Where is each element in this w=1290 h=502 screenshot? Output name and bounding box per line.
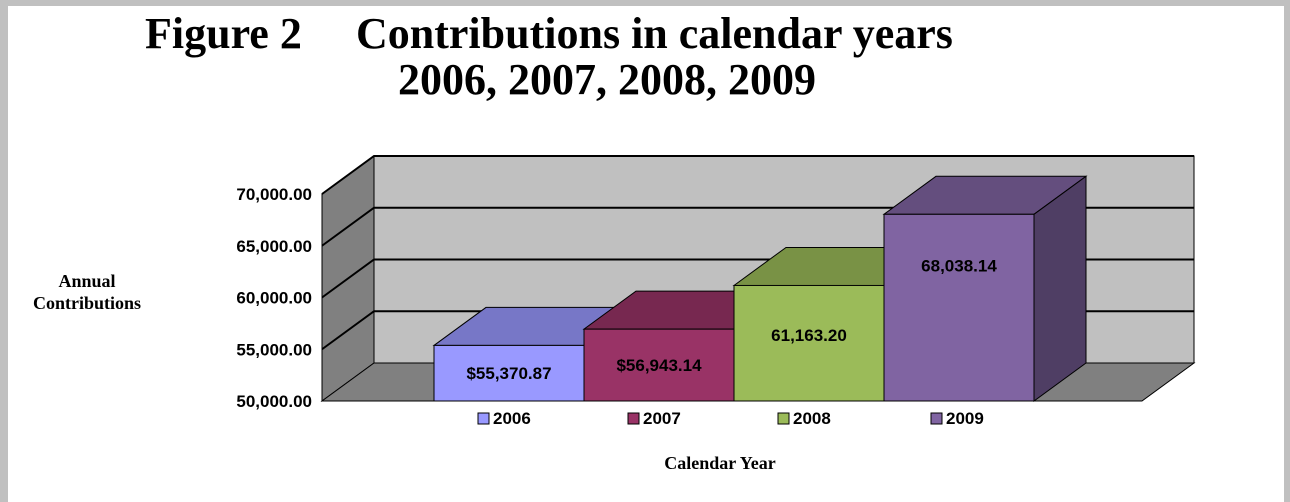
bar-side — [1033, 175, 1087, 402]
chart-bars — [432, 175, 1088, 402]
data-label: $55,370.87 — [466, 364, 551, 383]
bar-2009 — [882, 175, 1088, 402]
chart-subtitle: 2006, 2007, 2008, 2009 — [398, 55, 816, 104]
bar-front — [883, 213, 1035, 402]
x-axis-label: Calendar Year — [664, 453, 776, 473]
legend-label: 2006 — [493, 409, 531, 428]
legend-item-2007: 2007 — [627, 409, 681, 428]
legend-item-2008: 2008 — [777, 409, 831, 428]
y-tick-label: 60,000.00 — [236, 289, 312, 308]
chart-title: Contributions in calendar years — [356, 9, 953, 58]
y-tick-label: 55,000.00 — [236, 340, 312, 359]
legend-item-2009: 2009 — [930, 409, 984, 428]
y-tick-label: 50,000.00 — [236, 392, 312, 411]
legend-item-2006: 2006 — [477, 409, 531, 428]
y-tick-label: 65,000.00 — [236, 237, 312, 256]
y-axis-ticks: 50,000.00 55,000.00 60,000.00 65,000.00 70,0… — [236, 185, 312, 411]
data-labels: $55,370.87 $56,943.14 61,163.20 68,038.14 — [466, 256, 997, 383]
gridline — [321, 155, 1194, 195]
y-tick-label: 70,000.00 — [236, 185, 312, 204]
data-label: 61,163.20 — [771, 326, 847, 345]
legend-label: 2008 — [793, 409, 831, 428]
data-label: 68,038.14 — [921, 256, 997, 275]
legend-label: 2009 — [946, 409, 984, 428]
legend-swatch — [777, 412, 790, 425]
legend-swatch — [627, 412, 640, 425]
bar-front — [733, 284, 885, 402]
data-label: $56,943.14 — [616, 356, 702, 375]
chart-legend: 2006 2007 2008 2009 — [477, 409, 984, 428]
y-axis-label: Annual Contributions — [32, 271, 142, 313]
legend-swatch — [930, 412, 943, 425]
legend-label: 2007 — [643, 409, 681, 428]
figure-label: Figure 2 — [145, 9, 302, 58]
legend-swatch — [477, 412, 490, 425]
